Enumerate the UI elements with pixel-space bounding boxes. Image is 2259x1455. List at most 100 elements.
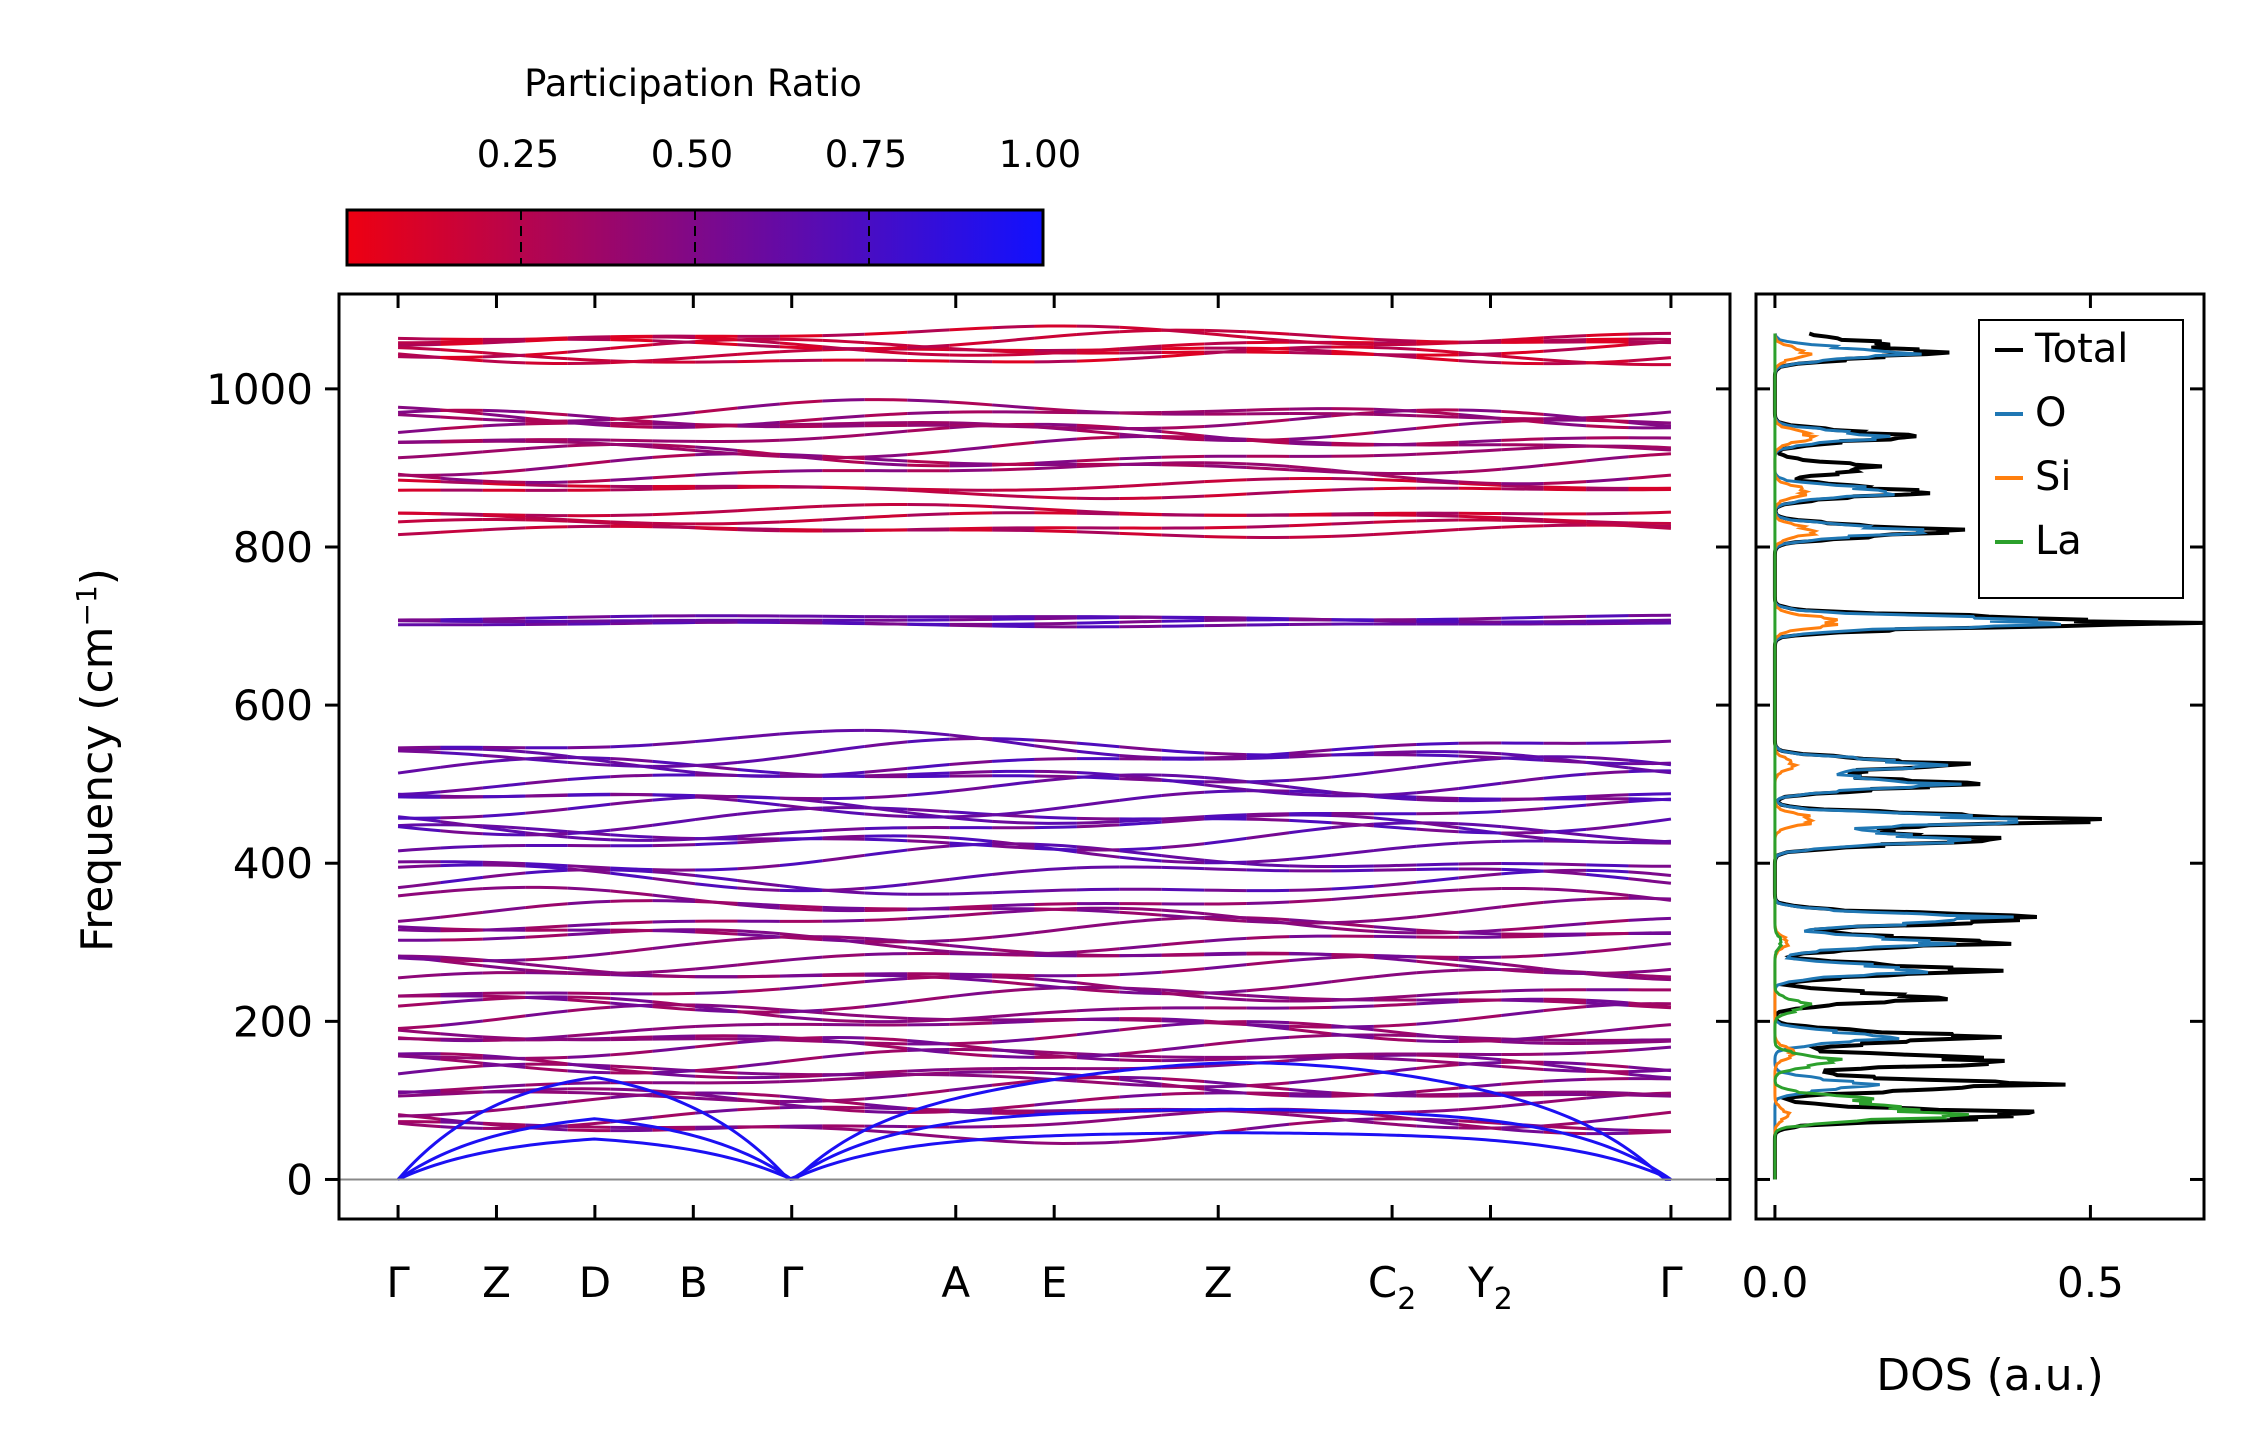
band-line bbox=[1416, 477, 1459, 484]
band-line bbox=[949, 511, 993, 516]
band-line bbox=[864, 528, 908, 533]
band-line bbox=[1288, 748, 1332, 755]
band-line bbox=[1119, 817, 1162, 824]
band-line bbox=[822, 935, 865, 940]
band-line bbox=[1416, 422, 1459, 430]
colorbar-ticks: 0.25 0.50 0.75 1.00 bbox=[477, 133, 1081, 265]
band-line bbox=[1416, 798, 1459, 803]
band-line bbox=[1373, 816, 1417, 824]
band-line bbox=[397, 1092, 441, 1098]
band-line bbox=[1289, 351, 1332, 355]
band-line bbox=[610, 838, 653, 842]
band-line bbox=[440, 348, 484, 355]
band-line bbox=[949, 1070, 993, 1075]
band-line bbox=[1501, 409, 1544, 416]
band-line bbox=[1416, 1124, 1459, 1130]
band-line bbox=[1289, 1053, 1332, 1058]
band-line bbox=[779, 1038, 823, 1043]
band-line bbox=[822, 455, 865, 460]
dos-x-axis-title: DOS (a.u.) bbox=[1876, 1350, 2104, 1401]
band-line bbox=[694, 340, 738, 347]
band-line bbox=[949, 526, 993, 531]
band-line bbox=[1288, 1033, 1332, 1039]
band-line bbox=[1119, 855, 1162, 863]
band-line bbox=[992, 352, 1035, 357]
band-line bbox=[1331, 1024, 1374, 1029]
band-line bbox=[1586, 359, 1629, 365]
band-line bbox=[1246, 751, 1290, 758]
band-line bbox=[1331, 431, 1375, 438]
band-line bbox=[440, 1086, 484, 1092]
band-line bbox=[779, 1094, 823, 1102]
band-line bbox=[567, 478, 611, 484]
band-line bbox=[1119, 1082, 1162, 1088]
band-line bbox=[822, 800, 865, 809]
band-line bbox=[610, 871, 653, 880]
band-line bbox=[1289, 1094, 1332, 1098]
band-line bbox=[652, 870, 696, 878]
band-line bbox=[1373, 742, 1417, 749]
band-line bbox=[1458, 928, 1502, 934]
band-line bbox=[1628, 446, 1672, 452]
band-line bbox=[1501, 483, 1544, 489]
band-line bbox=[1331, 1055, 1374, 1060]
band-line bbox=[864, 341, 908, 348]
band-line bbox=[822, 1039, 865, 1045]
band-line bbox=[525, 410, 568, 417]
band-line bbox=[864, 429, 908, 437]
band-line bbox=[694, 1065, 738, 1073]
band-line bbox=[567, 346, 611, 354]
band-line bbox=[1034, 529, 1077, 534]
band-line bbox=[1119, 820, 1162, 827]
band-line bbox=[1331, 821, 1375, 828]
band-line bbox=[949, 911, 993, 918]
band-line bbox=[1204, 1056, 1247, 1062]
band-line bbox=[397, 765, 441, 775]
band-line bbox=[1373, 473, 1417, 481]
band-line bbox=[864, 766, 908, 774]
band-line bbox=[525, 793, 568, 798]
band-line bbox=[1416, 876, 1459, 884]
band-line bbox=[1076, 330, 1120, 336]
band-line bbox=[1501, 361, 1544, 366]
band-line bbox=[652, 764, 696, 768]
band-line bbox=[1246, 959, 1290, 967]
dos-legend: Total O Si La bbox=[1978, 319, 2184, 599]
band-line bbox=[525, 778, 568, 785]
band-line bbox=[1501, 962, 1544, 971]
k-point-label: Y2 bbox=[1467, 1258, 1513, 1317]
band-line bbox=[1501, 615, 1544, 620]
band-line bbox=[822, 421, 865, 426]
band-line bbox=[1076, 1108, 1120, 1112]
band-line bbox=[1543, 999, 1587, 1005]
band-line bbox=[779, 729, 823, 736]
band-line bbox=[610, 476, 653, 482]
band-line bbox=[991, 1047, 1035, 1056]
band-line bbox=[949, 503, 993, 509]
band-line bbox=[440, 991, 483, 996]
band-line bbox=[907, 358, 950, 363]
band-line bbox=[1161, 1110, 1205, 1117]
band-line bbox=[737, 402, 781, 410]
band-line bbox=[907, 410, 950, 416]
band-line bbox=[779, 345, 823, 350]
band-line bbox=[1119, 325, 1162, 332]
band-line bbox=[1076, 1028, 1120, 1037]
band-line bbox=[397, 1121, 441, 1129]
colorbar-tick-label: 1.00 bbox=[999, 133, 1081, 176]
band-line bbox=[652, 899, 696, 903]
band-line bbox=[822, 837, 865, 841]
band-line bbox=[1416, 910, 1459, 919]
band-line bbox=[1416, 450, 1459, 456]
band-line bbox=[525, 864, 568, 871]
band-line bbox=[1034, 907, 1077, 912]
band-line bbox=[525, 826, 568, 834]
band-line bbox=[1628, 967, 1672, 974]
band-line bbox=[1373, 954, 1417, 959]
band-line bbox=[1543, 338, 1587, 343]
band-line bbox=[1034, 774, 1077, 779]
band-line bbox=[1161, 615, 1205, 620]
band-line bbox=[1331, 407, 1374, 411]
band-line bbox=[822, 980, 865, 987]
band-line bbox=[1204, 836, 1247, 846]
